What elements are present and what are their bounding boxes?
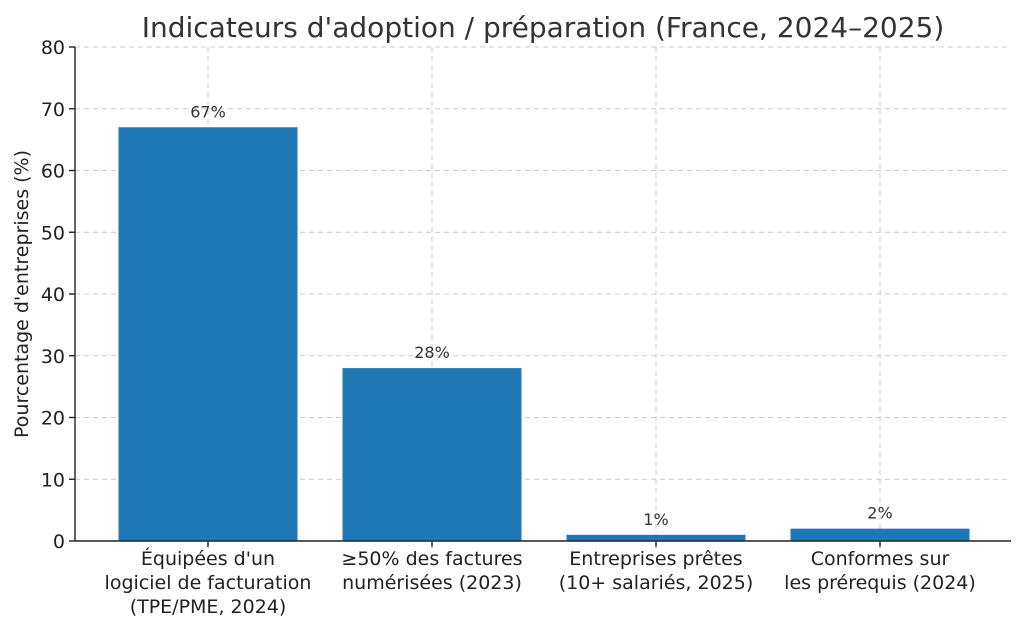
bar [118,127,298,542]
bar [566,534,746,541]
y-tick-label: 30 [41,346,65,368]
x-category-label: (10+ salariés, 2025) [559,572,754,594]
y-axis-ticks: 0 10 20 30 40 50 60 70 80 [41,37,75,553]
bar-data-label: 28% [414,343,450,362]
x-category-label: Conformes sur [811,548,950,570]
bar [790,528,970,541]
y-tick-label: 10 [41,469,65,491]
bar-data-label: 2% [867,504,892,523]
x-category-label: (TPE/PME, 2024) [130,596,287,618]
chart-title: Indicateurs d'adoption / préparation (Fr… [142,11,945,44]
x-category-label: numérisées (2023) [342,572,522,594]
x-category-label: Équipées d'un [141,547,275,570]
x-category-label: logiciel de facturation [105,572,312,594]
y-tick-label: 0 [53,531,65,553]
y-tick-label: 80 [41,37,65,59]
x-category-label: Entreprises prêtes [569,548,742,570]
y-tick-label: 20 [41,408,65,430]
y-tick-label: 40 [41,284,65,306]
y-tick-label: 70 [41,99,65,121]
x-category-label: ≥50% des factures [341,548,522,570]
bar [342,368,522,541]
y-tick-label: 50 [41,222,65,244]
x-category-label: les prérequis (2024) [784,572,976,594]
bars: 67% 28% 1% 2% [118,102,970,542]
bar-data-label: 67% [190,102,226,121]
y-tick-label: 60 [41,161,65,183]
y-axis-label: Pourcentage d'entreprises (%) [11,150,33,438]
bar-data-label: 1% [643,510,668,529]
